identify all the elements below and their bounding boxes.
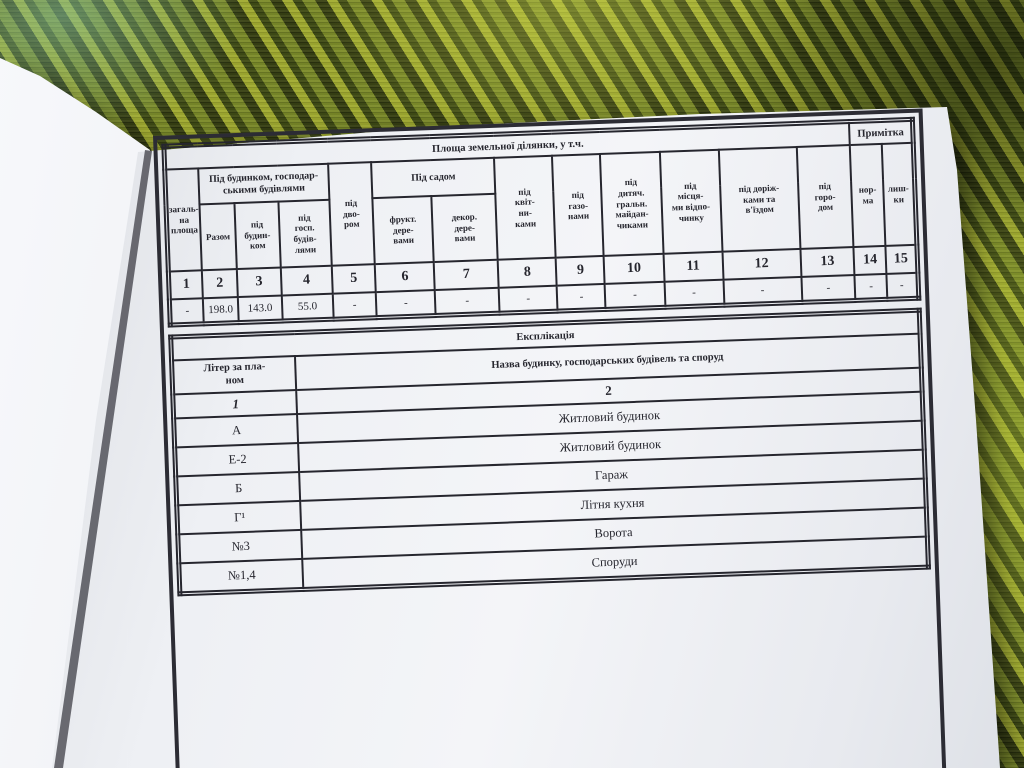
plan-letter: №3 — [177, 529, 303, 564]
col-header-household-buildings: під госп. будів- лями — [278, 199, 332, 268]
col-number: 7 — [434, 259, 499, 291]
plan-letter: А — [173, 414, 299, 448]
value-lawns: - — [557, 283, 606, 312]
explication-table: Експлікація Літер за пла- ном Назва буди… — [168, 307, 932, 597]
col-header-decorative-trees: декор. дере- вами — [431, 193, 498, 263]
col-header-garden-plot: під горо- дом — [796, 145, 854, 249]
col-header-together: Разом — [199, 203, 237, 271]
plan-letter: Е-2 — [174, 443, 300, 477]
col-number: 3 — [236, 267, 282, 298]
col-number: 9 — [556, 255, 605, 286]
page-content: Площа земельної ділянки, у т.ч. Примітка… — [153, 108, 948, 768]
value-playgrounds: - — [604, 281, 665, 310]
value-under-house: 143.0 — [237, 295, 283, 323]
col-header-rest-places: під місця- ми відпо- чинку — [659, 149, 723, 254]
col-number: 6 — [374, 262, 436, 293]
value-fruit-trees: - — [375, 290, 436, 318]
frame-content: Площа земельної ділянки, у т.ч. Примітка… — [161, 116, 932, 597]
value-decorative-trees: - — [435, 287, 500, 316]
col-number: 4 — [280, 265, 333, 296]
group-header-buildings: Під будинком, господар- ськими будівлями — [198, 163, 330, 205]
col-number: 15 — [885, 244, 918, 274]
plan-letter: Г¹ — [176, 500, 302, 535]
col-header-paths-entrance: під доріж- ками та в'їздом — [718, 146, 801, 252]
value-total-area: - — [169, 298, 204, 326]
value-flowerbeds: - — [498, 285, 558, 314]
value-together: 198.0 — [203, 297, 239, 324]
col-number: 1 — [168, 270, 204, 300]
group-header-garden: Під садом — [371, 157, 496, 199]
col-header-under-house: під будин- ком — [234, 201, 281, 270]
col-number: 10 — [603, 253, 665, 284]
col-number: 14 — [853, 245, 887, 275]
land-area-table: Площа земельної ділянки, у т.ч. Примітка… — [161, 116, 922, 328]
explication-header-letter: Літер за пла- ном — [171, 356, 297, 395]
plan-letter: №1,4 — [178, 558, 304, 594]
col-number: 13 — [800, 246, 855, 277]
value-yard: - — [332, 292, 377, 320]
value-norm: - — [854, 273, 888, 301]
col-number: 8 — [497, 257, 558, 288]
col-header-total-area: загаль- на площа — [164, 168, 203, 272]
value-garden-plot: - — [801, 274, 856, 303]
col-number: 12 — [722, 248, 802, 280]
value-rest-places: - — [664, 279, 725, 308]
col-number: 11 — [663, 251, 724, 282]
col-header-yard: під дво- ром — [327, 162, 375, 266]
value-household-buildings: 55.0 — [281, 293, 334, 321]
col-header-norm: нор- ма — [850, 143, 886, 247]
note-header: Примітка — [849, 119, 914, 146]
value-paths-entrance: - — [723, 276, 802, 306]
col-header-lawns: під газо- нами — [552, 154, 604, 258]
plan-letter: Б — [175, 471, 301, 506]
col-header-playgrounds: під дитяч. гральн. майдан- чиками — [600, 151, 664, 256]
col-header-fruit-trees: фрукт. дере- вами — [372, 196, 435, 265]
col-header-flowerbeds: під квіт- ни- ками — [494, 155, 557, 260]
col-header-surplus: лиш- ки — [881, 142, 917, 246]
col-number: 2 — [202, 269, 238, 299]
value-surplus: - — [886, 272, 919, 300]
col-number: 5 — [331, 264, 376, 294]
